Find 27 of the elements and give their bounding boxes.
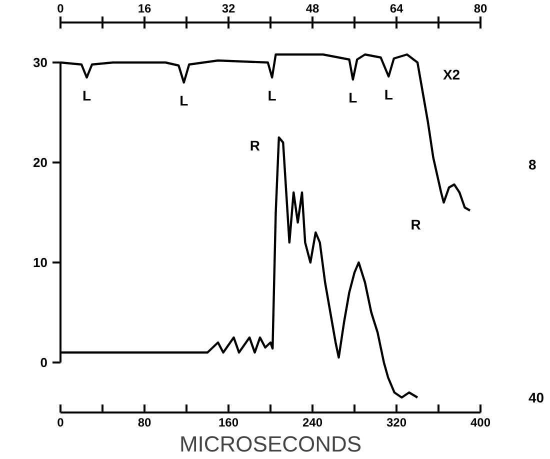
x2-tick-label: 0 — [57, 2, 64, 16]
x-tick-label: 80 — [138, 416, 152, 430]
annotation: R — [410, 216, 421, 232]
x-tick-label: 400 — [470, 416, 491, 430]
y-tick-label: 30 — [33, 55, 48, 70]
y-tick-label: 0 — [40, 355, 48, 370]
x2-tick-label: 16 — [138, 2, 152, 16]
annotation: R — [250, 138, 260, 154]
annotation: L — [82, 88, 92, 104]
text: 40 — [528, 390, 544, 406]
annotation: L — [348, 90, 358, 106]
x-tick-label: 240 — [302, 416, 323, 430]
x-tick-label: 320 — [386, 416, 407, 430]
y-tick-label: 20 — [33, 155, 48, 170]
x-tick-label: 160 — [218, 416, 239, 430]
x2-tick-label: 80 — [474, 2, 488, 16]
annotation: L — [180, 92, 189, 108]
x-tick-label: 0 — [57, 416, 64, 430]
annotation: L — [268, 88, 277, 104]
text: 8 — [528, 156, 536, 172]
annotation: L — [384, 86, 394, 102]
x2-tick-label: 64 — [390, 2, 404, 16]
x2-tick-label: 48 — [306, 2, 320, 16]
x2-tick-label: 32 — [222, 2, 236, 16]
annotation: X2 — [442, 66, 460, 82]
y-tick-label: 10 — [33, 255, 48, 270]
x-axis-title: MICROSECONDS — [179, 432, 362, 456]
